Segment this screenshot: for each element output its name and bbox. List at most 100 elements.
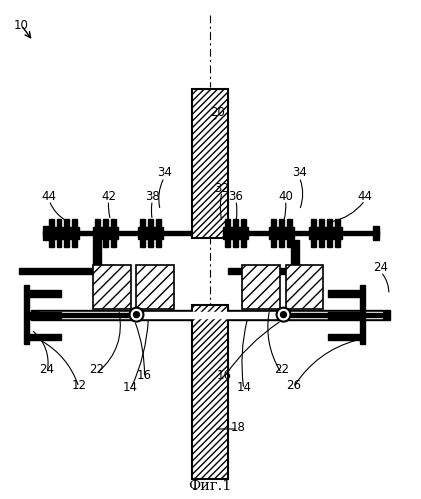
- Bar: [31, 310, 390, 319]
- Bar: [192, 89, 228, 238]
- Text: 16: 16: [216, 369, 232, 382]
- Text: 38: 38: [145, 190, 160, 203]
- Bar: [327, 239, 332, 247]
- Text: 14: 14: [123, 381, 138, 394]
- Bar: [95, 219, 100, 227]
- Bar: [24, 285, 29, 344]
- Bar: [29, 333, 61, 340]
- Bar: [309, 227, 341, 239]
- Bar: [64, 239, 69, 247]
- Bar: [192, 305, 228, 479]
- Text: 12: 12: [72, 379, 86, 392]
- Text: 26: 26: [286, 379, 301, 392]
- Bar: [56, 239, 61, 247]
- Text: 20: 20: [210, 106, 225, 119]
- Bar: [327, 219, 332, 227]
- Bar: [291, 240, 299, 268]
- Circle shape: [130, 308, 144, 321]
- Text: 24: 24: [40, 363, 55, 376]
- Bar: [224, 227, 248, 239]
- Bar: [225, 219, 230, 227]
- Text: Фиг.1: Фиг.1: [188, 479, 232, 493]
- Bar: [228, 268, 299, 274]
- Bar: [156, 219, 161, 227]
- Text: 34: 34: [157, 166, 172, 179]
- Text: 10: 10: [14, 19, 29, 32]
- Text: 24: 24: [373, 261, 388, 274]
- Bar: [93, 240, 101, 268]
- Bar: [103, 239, 108, 247]
- Circle shape: [277, 308, 290, 321]
- Bar: [136, 265, 174, 309]
- Bar: [328, 290, 360, 297]
- Text: 34: 34: [292, 166, 307, 179]
- Bar: [111, 239, 116, 247]
- Bar: [138, 227, 163, 239]
- Bar: [29, 290, 61, 297]
- Text: 42: 42: [101, 190, 116, 203]
- Bar: [311, 239, 316, 247]
- Bar: [48, 219, 53, 227]
- Bar: [311, 219, 316, 227]
- Bar: [148, 239, 153, 247]
- Bar: [328, 312, 360, 319]
- Bar: [48, 239, 53, 247]
- Bar: [233, 239, 238, 247]
- Bar: [103, 219, 108, 227]
- Text: 32: 32: [214, 182, 229, 195]
- Bar: [95, 239, 100, 247]
- Circle shape: [133, 312, 139, 318]
- Bar: [279, 239, 284, 247]
- Bar: [39, 312, 382, 318]
- Text: 22: 22: [274, 363, 289, 376]
- Bar: [64, 219, 69, 227]
- Bar: [373, 226, 379, 240]
- Bar: [269, 227, 294, 239]
- Bar: [301, 265, 307, 274]
- Bar: [140, 239, 145, 247]
- Bar: [72, 219, 77, 227]
- Bar: [242, 265, 280, 309]
- Bar: [319, 239, 324, 247]
- Bar: [285, 265, 323, 309]
- Bar: [72, 239, 77, 247]
- Bar: [287, 219, 292, 227]
- Text: 44: 44: [42, 190, 56, 203]
- Bar: [241, 219, 246, 227]
- Text: 16: 16: [137, 369, 152, 382]
- Bar: [271, 239, 276, 247]
- Bar: [279, 219, 284, 227]
- Bar: [319, 219, 324, 227]
- Bar: [360, 285, 365, 344]
- Bar: [43, 226, 49, 240]
- Circle shape: [280, 312, 287, 318]
- Bar: [335, 239, 340, 247]
- Bar: [287, 239, 292, 247]
- Bar: [29, 312, 61, 319]
- Text: 18: 18: [230, 421, 245, 434]
- Bar: [241, 239, 246, 247]
- Bar: [335, 219, 340, 227]
- Bar: [43, 231, 379, 235]
- Bar: [47, 227, 80, 239]
- Text: 44: 44: [357, 190, 373, 203]
- Bar: [328, 333, 360, 340]
- Bar: [225, 239, 230, 247]
- Bar: [109, 265, 115, 274]
- Text: 40: 40: [278, 190, 293, 203]
- Bar: [93, 265, 131, 309]
- Bar: [140, 219, 145, 227]
- Bar: [93, 227, 118, 239]
- Bar: [291, 313, 385, 317]
- Bar: [148, 219, 153, 227]
- Text: 36: 36: [229, 190, 243, 203]
- Bar: [111, 219, 116, 227]
- Bar: [56, 219, 61, 227]
- Bar: [233, 219, 238, 227]
- Bar: [19, 268, 93, 274]
- Bar: [271, 219, 276, 227]
- Bar: [156, 239, 161, 247]
- Bar: [36, 313, 128, 317]
- Text: 14: 14: [236, 381, 251, 394]
- Text: 22: 22: [89, 363, 104, 376]
